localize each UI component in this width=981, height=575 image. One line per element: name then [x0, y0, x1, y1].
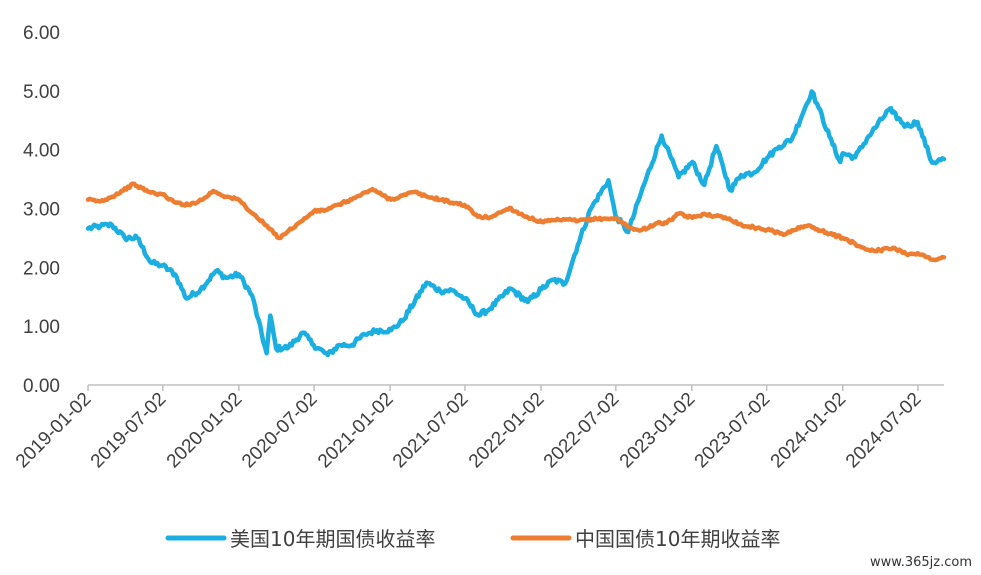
legend-label-cn-10y: 中国国债10年期收益率 — [575, 527, 780, 551]
x-tick-label: 2019-07-02 — [87, 389, 171, 473]
watermark-text: www.365jz.com — [870, 555, 972, 570]
y-tick-label: 6.00 — [23, 23, 60, 44]
y-tick-label: 4.00 — [23, 141, 60, 162]
x-tick-label: 2024-07-02 — [842, 389, 926, 473]
x-tick-label: 2020-07-02 — [238, 389, 322, 473]
legend-label-us-10y: 美国10年期国债收益率 — [230, 527, 435, 551]
y-tick-label: 5.00 — [23, 82, 60, 103]
x-tick-label: 2023-07-02 — [691, 389, 775, 473]
x-tick-label: 2021-07-02 — [389, 389, 473, 473]
x-tick-label: 2022-07-02 — [540, 389, 624, 473]
x-tick-label: 2019-01-02 — [12, 389, 96, 473]
y-axis-tick-labels: 0.00 1.00 2.00 3.00 4.00 5.00 6.00 — [23, 23, 60, 397]
x-tick-label: 2022-01-02 — [465, 389, 549, 473]
series-lines — [88, 91, 944, 355]
x-tick-label: 2020-01-02 — [163, 389, 247, 473]
x-tick-label: 2023-01-02 — [616, 389, 700, 473]
y-tick-label: 1.00 — [23, 317, 60, 338]
y-tick-label: 3.00 — [23, 200, 60, 221]
x-axis-ticks: 2019-01-022019-07-022020-01-022020-07-02… — [12, 385, 926, 472]
series-line-cn-10y — [88, 184, 944, 261]
chart-legend: 美国10年期国债收益率 中国国债10年期收益率 — [168, 527, 780, 551]
y-tick-label: 0.00 — [23, 376, 60, 397]
x-tick-label: 2021-01-02 — [314, 389, 398, 473]
y-tick-label: 2.00 — [23, 258, 60, 279]
series-line-us-10y — [88, 91, 944, 355]
x-tick-label: 2024-01-02 — [767, 389, 851, 473]
